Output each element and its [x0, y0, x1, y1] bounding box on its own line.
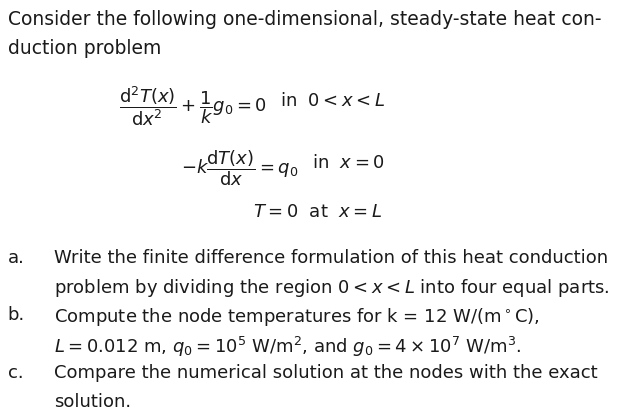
Text: $L = 0.012$ m, $q_0 = 10^5$ W/m$^2$, and $g_0 = 4 \times 10^7$ W/m$^3$.: $L = 0.012$ m, $q_0 = 10^5$ W/m$^2$, and… — [54, 335, 522, 359]
Text: in  $x=0$: in $x=0$ — [312, 154, 384, 172]
Text: solution.: solution. — [54, 393, 131, 411]
Text: $-k\dfrac{\mathrm{d}T(x)}{\mathrm{d}x} = q_0$: $-k\dfrac{\mathrm{d}T(x)}{\mathrm{d}x} =… — [181, 148, 299, 187]
Text: a.: a. — [8, 249, 25, 267]
Text: Compute the node temperatures for k = 12 W/(m$^\circ$C),: Compute the node temperatures for k = 12… — [54, 306, 540, 328]
Text: problem by dividing the region $0 < x < L$ into four equal parts.: problem by dividing the region $0 < x < … — [54, 277, 610, 300]
Text: b.: b. — [8, 306, 25, 324]
Text: in  $0 < x < L$: in $0 < x < L$ — [280, 92, 385, 111]
Text: $\dfrac{\mathrm{d}^2T(x)}{\mathrm{d}x^2} + \dfrac{1}{k}g_0 = 0$: $\dfrac{\mathrm{d}^2T(x)}{\mathrm{d}x^2}… — [119, 84, 267, 128]
Text: duction problem: duction problem — [8, 39, 161, 58]
Text: $T=0$  at  $x=L$: $T=0$ at $x=L$ — [253, 203, 383, 222]
Text: Consider the following one-dimensional, steady-state heat con-: Consider the following one-dimensional, … — [8, 10, 601, 29]
Text: Write the finite difference formulation of this heat conduction: Write the finite difference formulation … — [54, 249, 608, 267]
Text: c.: c. — [8, 364, 24, 382]
Text: Compare the numerical solution at the nodes with the exact: Compare the numerical solution at the no… — [54, 364, 598, 382]
